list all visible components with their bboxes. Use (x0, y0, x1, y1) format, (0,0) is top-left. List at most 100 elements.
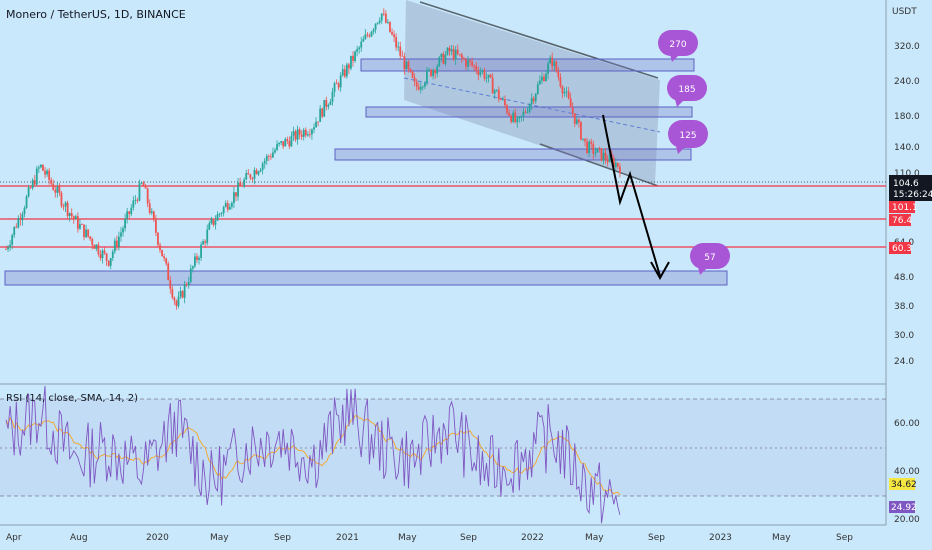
candle-body (224, 203, 227, 207)
candle-body (263, 160, 266, 164)
candle-body (547, 63, 549, 74)
candle-body (29, 187, 32, 189)
candle-body (508, 112, 510, 116)
candle-body (150, 211, 153, 214)
bubble-57-label: 57 (704, 253, 715, 263)
candle-body (389, 21, 391, 33)
candle-body (354, 51, 356, 61)
candle-body (40, 164, 42, 168)
candle-body (239, 182, 241, 186)
candle-body (109, 258, 112, 266)
candle-body (265, 155, 268, 161)
candle-body (545, 73, 547, 82)
candle-body (130, 207, 133, 214)
candle-body (606, 159, 609, 163)
candle-body (272, 152, 274, 158)
rsi-series (5, 385, 621, 524)
candle-body (341, 69, 344, 76)
candle-body (518, 116, 521, 119)
price-axis[interactable] (886, 0, 932, 550)
candle-body (202, 241, 205, 245)
bubble-185[interactable]: 185 (667, 75, 707, 107)
candle-body (504, 99, 506, 106)
candle-body (481, 70, 484, 72)
candle-body (91, 239, 94, 246)
candle-body (5, 248, 7, 250)
candle-body (194, 256, 196, 267)
candle-body (296, 129, 299, 140)
candle-body (563, 92, 566, 94)
channel-midline[interactable] (403, 77, 661, 133)
candle-body (493, 90, 496, 94)
candle-body (25, 196, 28, 209)
candle-body (70, 213, 73, 217)
candle-body (167, 263, 170, 281)
descending-channel[interactable] (404, 0, 660, 184)
zone-125[interactable] (334, 148, 692, 161)
candle-body (136, 199, 139, 201)
candle-body (497, 89, 500, 100)
current-price-badge: 104.6 15:26:24 (889, 175, 932, 201)
rsi-sma-badge: 34.62 (889, 478, 917, 490)
bubble-125[interactable]: 125 (668, 120, 708, 154)
candle-body (226, 203, 229, 210)
candle-body (31, 180, 34, 189)
candle-body (315, 121, 317, 128)
bubble-270[interactable]: 270 (658, 30, 698, 62)
candle-body (559, 77, 562, 87)
level-badge-1-text: 101.1 (892, 203, 918, 213)
candle-body (577, 119, 580, 123)
symbol-title[interactable]: Monero / TetherUS, 1D, BINANCE (6, 8, 186, 21)
candle-body (111, 251, 114, 259)
candle-body (376, 22, 379, 24)
candle-body (85, 229, 87, 238)
candle-body (183, 284, 186, 298)
candle-body (401, 55, 404, 57)
candle-body (54, 189, 57, 193)
candle-body (128, 211, 131, 214)
candle-body (300, 134, 303, 137)
channel-upper-line[interactable] (419, 1, 659, 79)
candle-body (311, 129, 313, 135)
candle-body (126, 211, 129, 219)
candle-body (343, 69, 346, 77)
candle-body (11, 235, 14, 245)
candle-body (142, 182, 145, 187)
candle-body (446, 47, 449, 55)
rsi-sma-value: 34.62 (891, 480, 917, 490)
rsi-indicator-title[interactable]: RSI (14, close, SMA, 14, 2) (6, 393, 139, 404)
candle-body (329, 101, 332, 105)
candle-body (612, 157, 615, 168)
time-axis[interactable]: Apr Aug 2020 May Sep 2021 May Sep 2022 M… (6, 533, 853, 543)
bubble-57[interactable]: 57 (690, 243, 730, 275)
candle-body (382, 13, 385, 15)
candle-body (352, 55, 354, 61)
candle-body (120, 232, 122, 237)
candle-body (19, 218, 22, 221)
candle-body (163, 256, 166, 259)
candle-body (313, 127, 315, 130)
candle-body (432, 70, 434, 77)
price-tick-38: 38.0 (894, 302, 914, 312)
candle-body (13, 226, 16, 236)
zone-57[interactable] (4, 270, 728, 286)
candle-body (358, 47, 361, 49)
candle-body (582, 138, 584, 140)
candle-body (321, 108, 324, 117)
candle-body (614, 162, 617, 168)
candle-body (600, 148, 603, 161)
candle-body (292, 131, 295, 136)
candle-body (553, 61, 556, 67)
channel-lower-line[interactable] (539, 143, 659, 187)
candle-body (198, 257, 200, 260)
candle-body (93, 245, 96, 249)
candle-body (95, 244, 98, 249)
candle-body (522, 111, 525, 116)
rsi-pane[interactable] (0, 386, 886, 522)
candle-body (282, 141, 285, 147)
candle-body (288, 140, 291, 147)
candle-body (452, 49, 455, 60)
projection-path[interactable] (602, 114, 661, 277)
candle-body (516, 118, 519, 123)
